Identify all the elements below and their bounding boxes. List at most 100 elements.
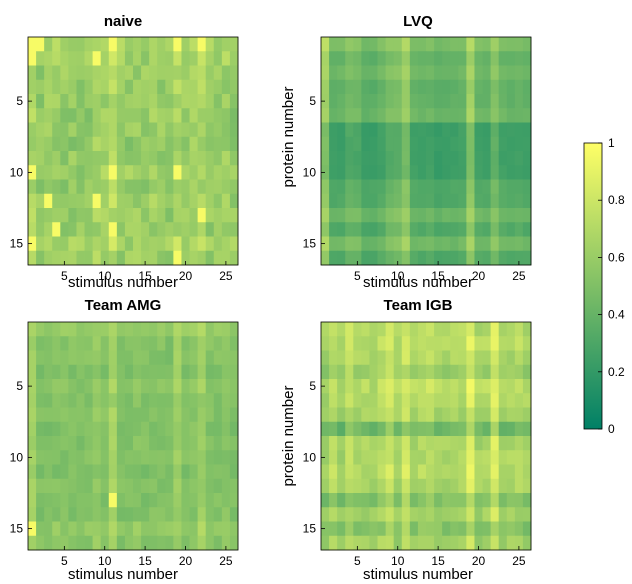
heatmap-cell <box>221 79 231 95</box>
heatmap-cell <box>329 478 338 494</box>
heatmap-cell <box>514 464 524 480</box>
heatmap-cell <box>361 393 370 408</box>
heatmap-cell <box>197 208 207 223</box>
heatmap-cell <box>197 250 207 266</box>
heatmap-cell <box>116 136 126 152</box>
heatmap-cell <box>353 65 362 81</box>
heatmap-cell <box>337 450 346 465</box>
heatmap-cell <box>506 222 516 237</box>
heatmap-cell <box>482 51 492 66</box>
heatmap-cell <box>165 421 174 437</box>
heatmap-cell <box>213 336 223 351</box>
heatmap-cell <box>181 79 190 95</box>
heatmap-cell <box>84 193 94 209</box>
heatmap-cell <box>329 507 338 522</box>
heatmap-cell <box>108 493 118 508</box>
heatmap-cell <box>44 222 53 237</box>
heatmap-cell <box>173 193 182 209</box>
heatmap-cell <box>149 65 158 81</box>
heatmap-cell <box>377 535 387 551</box>
heatmap-cell <box>385 364 395 380</box>
heatmap-cell <box>385 179 395 195</box>
heatmap-cell <box>442 51 451 66</box>
heatmap-cell <box>401 208 411 223</box>
heatmap-cell <box>229 37 239 52</box>
heatmap-cell <box>329 179 338 195</box>
heatmap-cell <box>377 108 387 123</box>
heatmap-cell <box>329 222 338 237</box>
heatmap-cell <box>84 535 94 551</box>
heatmap-cell <box>189 364 199 380</box>
heatmap-cell <box>100 535 110 551</box>
x-tick-label: 15 <box>138 554 152 568</box>
heatmap-cell <box>361 336 370 351</box>
heatmap-cell <box>52 322 61 337</box>
colorbar-tick-label: 0.4 <box>608 308 625 322</box>
heatmap-cell <box>221 322 231 337</box>
heatmap-cell <box>189 464 199 480</box>
title-lvq: LVQ <box>403 13 433 30</box>
heatmap-cell <box>28 336 37 351</box>
heatmap-cell <box>44 364 53 380</box>
heatmap-cell <box>506 350 516 366</box>
heatmap-cell <box>458 350 467 366</box>
heatmap-cell <box>385 236 395 252</box>
heatmap-cell <box>149 51 158 66</box>
heatmap-cell <box>466 350 475 366</box>
heatmap-cell <box>60 108 69 123</box>
heatmap-cell <box>321 151 330 166</box>
heatmap-cell <box>450 379 459 394</box>
x-tick-label: 20 <box>472 554 486 568</box>
heatmap-cell <box>522 364 532 380</box>
heatmap-cell <box>345 350 354 366</box>
heatmap-cell <box>385 507 395 522</box>
heatmap-cell <box>401 165 411 180</box>
heatmap-cell <box>393 450 403 465</box>
heatmap-cell <box>173 493 182 508</box>
heatmap-cell <box>401 136 411 152</box>
heatmap-cell <box>514 236 524 252</box>
heatmap-cell <box>369 322 378 337</box>
heatmap-cell <box>321 350 330 366</box>
heatmap-cell <box>329 393 338 408</box>
heatmap-cell <box>116 51 126 66</box>
heatmap-cell <box>490 250 500 266</box>
heatmap-cell <box>369 393 378 408</box>
heatmap-cell <box>181 336 190 351</box>
heatmap-cell <box>450 364 459 380</box>
heatmap-cell <box>68 37 77 52</box>
heatmap-cell <box>434 350 443 366</box>
heatmap-cell <box>76 322 85 337</box>
heatmap-cell <box>92 393 102 408</box>
heatmap-cell <box>229 478 239 494</box>
heatmap-cell <box>205 136 215 152</box>
heatmap-cell <box>165 450 174 465</box>
heatmap-cell <box>108 165 118 180</box>
plot-frame <box>27 321 239 551</box>
heatmap-cell <box>393 193 403 209</box>
heatmap-cell <box>401 108 411 123</box>
heatmap-cell <box>28 535 37 551</box>
heatmap-cell <box>522 407 532 423</box>
heatmap-cell <box>417 535 427 551</box>
heatmap-cell <box>84 151 94 166</box>
heatmap-cell <box>116 393 126 408</box>
heatmap-cell <box>361 322 370 337</box>
heatmap-cell <box>100 336 110 351</box>
heatmap-cell <box>189 179 199 195</box>
heatmap-cell <box>345 322 354 337</box>
heatmap-cell <box>36 393 45 408</box>
heatmap-cell <box>28 136 37 152</box>
heatmap-cell <box>189 393 199 408</box>
heatmap-cell <box>434 179 443 195</box>
heatmap-cell <box>36 379 45 394</box>
heatmap-cell <box>141 478 150 494</box>
heatmap-cell <box>450 535 459 551</box>
heatmap-cell <box>353 350 362 366</box>
heatmap-cell <box>377 478 387 494</box>
heatmap-cell <box>377 37 387 52</box>
heatmap-cell <box>205 208 215 223</box>
heatmap-cell <box>116 236 126 252</box>
heatmap-cell <box>506 478 516 494</box>
heatmap-cell <box>329 136 338 152</box>
